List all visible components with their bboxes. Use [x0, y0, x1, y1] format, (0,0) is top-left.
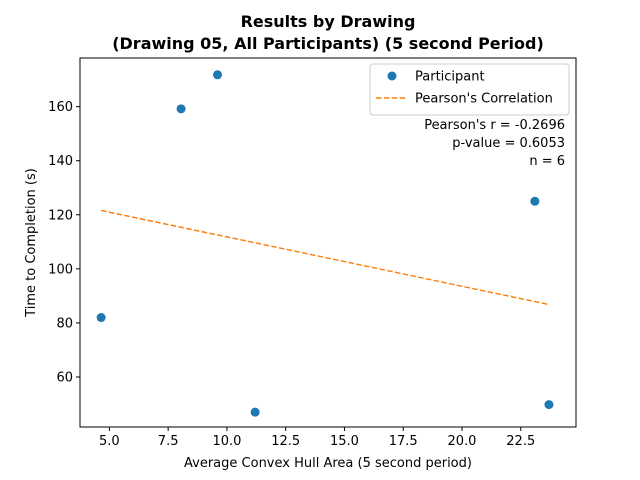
participant-point	[176, 104, 186, 114]
annotation-pearson-r: Pearson's r = -0.2696	[424, 118, 565, 133]
participant-points	[96, 70, 554, 417]
participant-point	[213, 70, 223, 80]
correlation-line-layer	[101, 209, 550, 306]
x-tick-label: 22.5	[506, 434, 535, 449]
y-axis-label: Time to Completion (s)	[24, 168, 39, 318]
legend-marker-participant	[387, 71, 397, 81]
x-tick-label: 12.5	[271, 434, 300, 449]
chart-title-line-2: (Drawing 05, All Participants) (5 second…	[112, 34, 544, 53]
y-tick-label: 80	[56, 316, 73, 331]
x-axis-ticks: 5.0 7.5 10.0 12.5 15.0 17.5 20.0 22.5	[99, 427, 535, 449]
legend-box	[369, 63, 570, 116]
y-tick-label: 160	[48, 100, 73, 115]
x-tick-label: 17.5	[389, 434, 418, 449]
x-tick-label: 7.5	[158, 434, 179, 449]
participant-point	[96, 313, 106, 323]
participant-point	[250, 407, 260, 417]
x-tick-label: 5.0	[99, 434, 120, 449]
y-tick-label: 140	[48, 154, 73, 169]
annotation-p-value: p-value = 0.6053	[452, 136, 565, 151]
y-tick-label: 60	[56, 370, 73, 385]
participant-point	[544, 400, 554, 410]
legend-label-correlation: Pearson's Correlation	[415, 92, 553, 107]
correlation-line	[101, 209, 550, 306]
y-tick-label: 120	[48, 208, 73, 223]
plot-frame	[79, 57, 577, 428]
y-axis-ticks: 60 80 100 120 140 160	[48, 100, 80, 385]
legend-label-participant: Participant	[415, 70, 485, 85]
y-tick-label: 100	[48, 262, 73, 277]
x-tick-label: 15.0	[330, 434, 359, 449]
participant-point	[530, 196, 540, 206]
x-axis-label: Average Convex Hull Area (5 second perio…	[184, 456, 472, 471]
annotation-n: n = 6	[529, 154, 565, 169]
legend: Participant Pearson's Correlation	[369, 63, 570, 116]
x-tick-label: 20.0	[448, 434, 477, 449]
chart-title-line-1: Results by Drawing	[241, 12, 416, 31]
x-tick-label: 10.0	[212, 434, 241, 449]
